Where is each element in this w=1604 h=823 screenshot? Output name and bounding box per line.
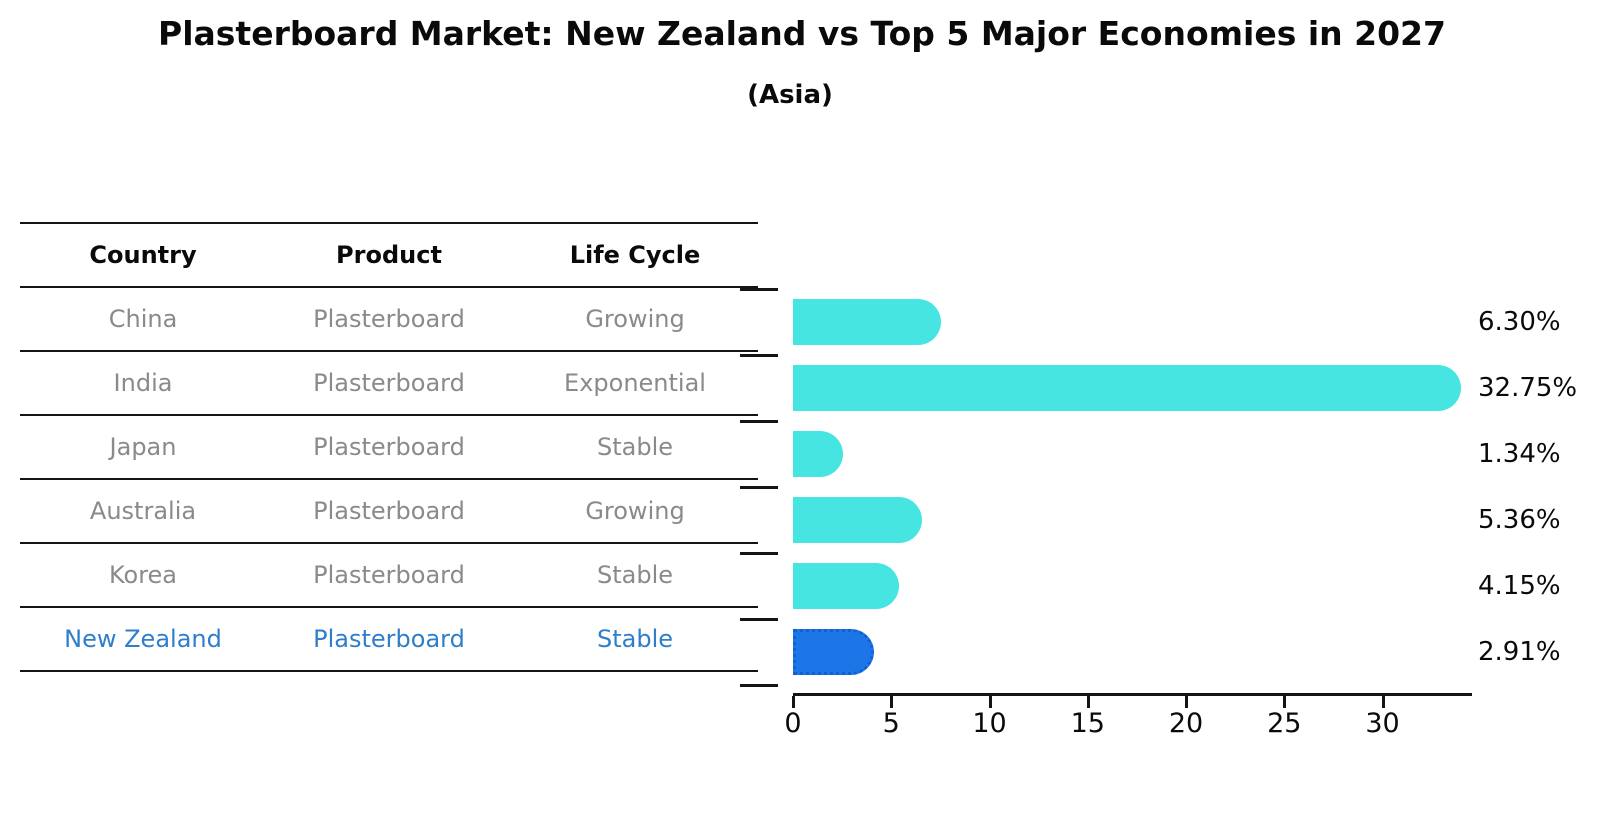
x-axis-tick-label: 10 — [972, 708, 1007, 739]
y-axis-tick — [740, 683, 778, 687]
bar-korea — [793, 563, 899, 609]
product-cell: Plasterboard — [313, 561, 465, 589]
value-label-china: 6.30% — [1478, 307, 1561, 337]
table-row-korea: Korea Plasterboard Stable — [20, 544, 758, 608]
product-cell: Plasterboard — [313, 369, 465, 397]
x-axis-tick — [1185, 696, 1189, 708]
bar-new-zealand — [793, 629, 875, 675]
value-label-korea: 4.15% — [1478, 571, 1561, 601]
x-axis-tick — [1283, 696, 1287, 708]
bar-chart: 0 5 10 15 20 25 30 — [740, 287, 1472, 739]
life-cycle-cell: Exponential — [564, 369, 706, 397]
country-cell: Australia — [89, 497, 197, 525]
country-cell: China — [108, 305, 178, 333]
bar-china — [793, 299, 941, 345]
country-table: Country Product Life Cycle China Plaster… — [20, 222, 758, 672]
country-cell: India — [113, 369, 173, 397]
product-cell: Plasterboard — [313, 433, 465, 461]
value-label-new-zealand: 2.91% — [1478, 637, 1561, 667]
country-cell: Korea — [108, 561, 178, 589]
column-header-country: Country — [89, 241, 197, 269]
bar-japan — [793, 431, 844, 477]
x-axis-tick — [1381, 696, 1385, 708]
table-header-row: Country Product Life Cycle — [20, 224, 758, 288]
x-axis-tick — [988, 696, 992, 708]
x-axis-tick — [890, 696, 894, 708]
x-axis-tick — [792, 696, 795, 708]
product-cell: Plasterboard — [313, 305, 465, 333]
x-axis-tick-label: 5 — [882, 708, 900, 739]
life-cycle-cell: Stable — [596, 561, 674, 589]
y-axis-tick — [740, 287, 778, 291]
value-label-japan: 1.34% — [1478, 439, 1561, 469]
x-axis-tick — [1086, 696, 1090, 708]
table-row-japan: Japan Plasterboard Stable — [20, 416, 758, 480]
x-axis-tick-label: 0 — [784, 708, 802, 739]
y-axis-tick — [740, 551, 778, 555]
y-axis-tick — [740, 485, 778, 489]
product-cell: Plasterboard — [313, 625, 465, 653]
life-cycle-cell: Growing — [585, 497, 685, 525]
chart-title: Plasterboard Market: New Zealand vs Top … — [158, 14, 1446, 53]
value-label-australia: 5.36% — [1478, 505, 1561, 535]
table-row-australia: Australia Plasterboard Growing — [20, 480, 758, 544]
table-row-china: China Plasterboard Growing — [20, 288, 758, 352]
y-axis-tick — [740, 353, 778, 357]
table-row-india: India Plasterboard Exponential — [20, 352, 758, 416]
chart-subtitle: (Asia) — [747, 80, 833, 110]
bar-india — [793, 365, 1461, 411]
life-cycle-cell: Stable — [596, 625, 674, 653]
life-cycle-cell: Stable — [596, 433, 674, 461]
x-axis-tick-label: 25 — [1267, 708, 1302, 739]
column-header-life-cycle: Life Cycle — [569, 241, 701, 269]
x-axis-tick-label: 15 — [1070, 708, 1105, 739]
x-axis-tick-label: 30 — [1365, 708, 1400, 739]
product-cell: Plasterboard — [313, 497, 465, 525]
bar-australia — [793, 497, 923, 543]
country-cell: New Zealand — [64, 625, 222, 653]
y-axis-tick — [740, 419, 778, 423]
value-label-india: 32.75% — [1478, 373, 1578, 403]
x-axis-line — [793, 693, 1472, 696]
x-axis-tick-label: 20 — [1168, 708, 1204, 739]
column-header-product: Product — [336, 241, 442, 269]
y-axis-tick — [740, 617, 778, 621]
life-cycle-cell: Growing — [585, 305, 685, 333]
table-row-new-zealand: New Zealand Plasterboard Stable — [20, 608, 758, 672]
country-cell: Japan — [109, 433, 177, 461]
